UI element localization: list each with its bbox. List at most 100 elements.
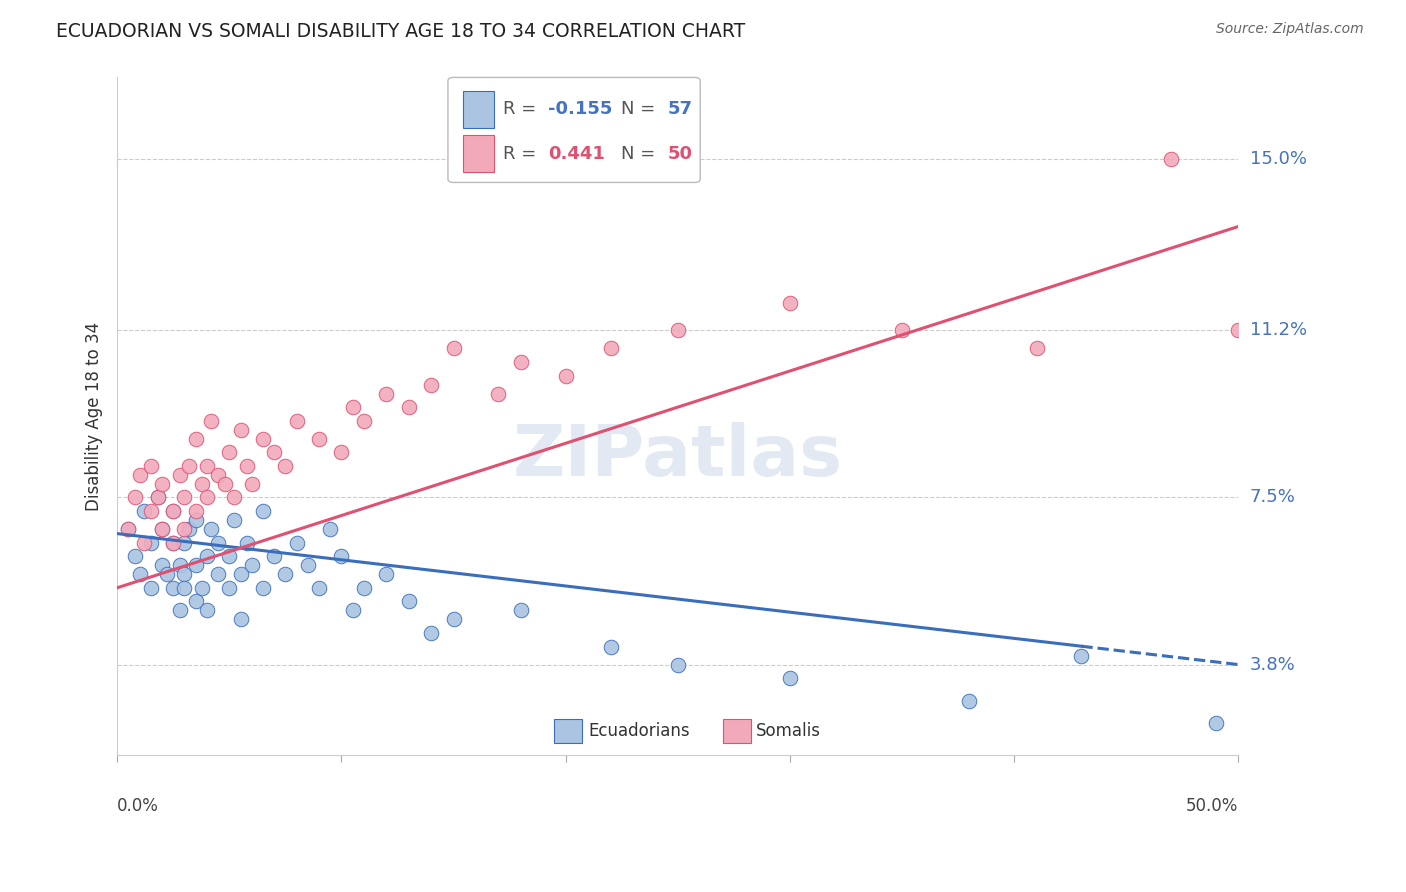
Point bbox=[173, 567, 195, 582]
Point bbox=[184, 432, 207, 446]
Text: Ecuadorians: Ecuadorians bbox=[588, 723, 690, 740]
Point bbox=[599, 342, 621, 356]
Point bbox=[207, 467, 229, 482]
Point bbox=[443, 342, 465, 356]
Point bbox=[128, 467, 150, 482]
Point bbox=[195, 458, 218, 473]
Point bbox=[229, 612, 252, 626]
Point bbox=[891, 323, 914, 337]
Point bbox=[1025, 342, 1047, 356]
Point bbox=[236, 458, 259, 473]
Point bbox=[117, 522, 139, 536]
Point bbox=[191, 581, 214, 595]
Point bbox=[263, 445, 285, 459]
Point bbox=[146, 491, 169, 505]
Point bbox=[263, 549, 285, 564]
Point bbox=[173, 581, 195, 595]
Point bbox=[173, 535, 195, 549]
Point bbox=[666, 657, 689, 672]
Point bbox=[252, 432, 274, 446]
Y-axis label: Disability Age 18 to 34: Disability Age 18 to 34 bbox=[86, 322, 103, 511]
Text: Somalis: Somalis bbox=[756, 723, 821, 740]
Point bbox=[509, 355, 531, 369]
FancyBboxPatch shape bbox=[723, 719, 751, 743]
Point bbox=[184, 513, 207, 527]
Point bbox=[1205, 716, 1227, 731]
Point bbox=[240, 558, 263, 573]
Point bbox=[342, 400, 364, 414]
Point bbox=[139, 535, 162, 549]
Text: R =: R = bbox=[503, 100, 541, 119]
Point bbox=[162, 504, 184, 518]
Point bbox=[486, 386, 509, 401]
Point bbox=[155, 567, 177, 582]
Text: 0.441: 0.441 bbox=[548, 145, 605, 163]
Point bbox=[139, 458, 162, 473]
FancyBboxPatch shape bbox=[449, 78, 700, 183]
Point bbox=[353, 414, 375, 428]
Point bbox=[319, 522, 342, 536]
Point bbox=[139, 504, 162, 518]
Point bbox=[285, 535, 308, 549]
Point bbox=[173, 491, 195, 505]
Point bbox=[162, 504, 184, 518]
Point bbox=[599, 640, 621, 654]
Point bbox=[184, 504, 207, 518]
Point bbox=[169, 603, 191, 617]
Point bbox=[1160, 152, 1182, 166]
Point bbox=[342, 603, 364, 617]
Point bbox=[132, 504, 155, 518]
Point bbox=[274, 567, 297, 582]
FancyBboxPatch shape bbox=[463, 91, 494, 128]
Point bbox=[330, 445, 353, 459]
Text: 57: 57 bbox=[668, 100, 693, 119]
Point bbox=[184, 594, 207, 608]
Point bbox=[139, 581, 162, 595]
Point bbox=[957, 694, 980, 708]
Point bbox=[207, 535, 229, 549]
Text: 50.0%: 50.0% bbox=[1187, 797, 1239, 814]
Text: -0.155: -0.155 bbox=[548, 100, 612, 119]
Text: 50: 50 bbox=[668, 145, 693, 163]
Point bbox=[200, 522, 222, 536]
FancyBboxPatch shape bbox=[463, 135, 494, 172]
Text: ZIPatlas: ZIPatlas bbox=[513, 422, 842, 491]
Point bbox=[375, 567, 398, 582]
Point bbox=[214, 477, 236, 491]
Point bbox=[169, 467, 191, 482]
Point bbox=[195, 491, 218, 505]
Point bbox=[207, 567, 229, 582]
Point bbox=[222, 513, 245, 527]
Point bbox=[236, 535, 259, 549]
Point bbox=[443, 612, 465, 626]
Point bbox=[779, 671, 801, 685]
Point bbox=[353, 581, 375, 595]
Point bbox=[132, 535, 155, 549]
Point bbox=[554, 368, 576, 383]
Point bbox=[252, 581, 274, 595]
Point bbox=[191, 477, 214, 491]
Point bbox=[222, 491, 245, 505]
Point bbox=[162, 535, 184, 549]
Point bbox=[124, 491, 146, 505]
Text: 3.8%: 3.8% bbox=[1250, 656, 1295, 673]
Point bbox=[200, 414, 222, 428]
Point bbox=[173, 522, 195, 536]
Point bbox=[162, 535, 184, 549]
Point bbox=[150, 522, 173, 536]
Point bbox=[128, 567, 150, 582]
Point bbox=[509, 603, 531, 617]
Point bbox=[398, 594, 420, 608]
Point bbox=[398, 400, 420, 414]
Point bbox=[229, 423, 252, 437]
Text: N =: N = bbox=[620, 100, 661, 119]
Point bbox=[195, 603, 218, 617]
Text: 11.2%: 11.2% bbox=[1250, 321, 1306, 339]
Point bbox=[218, 445, 240, 459]
Point bbox=[240, 477, 263, 491]
Point bbox=[162, 581, 184, 595]
Point bbox=[177, 458, 200, 473]
FancyBboxPatch shape bbox=[554, 719, 582, 743]
Point bbox=[666, 323, 689, 337]
Point bbox=[1070, 648, 1092, 663]
